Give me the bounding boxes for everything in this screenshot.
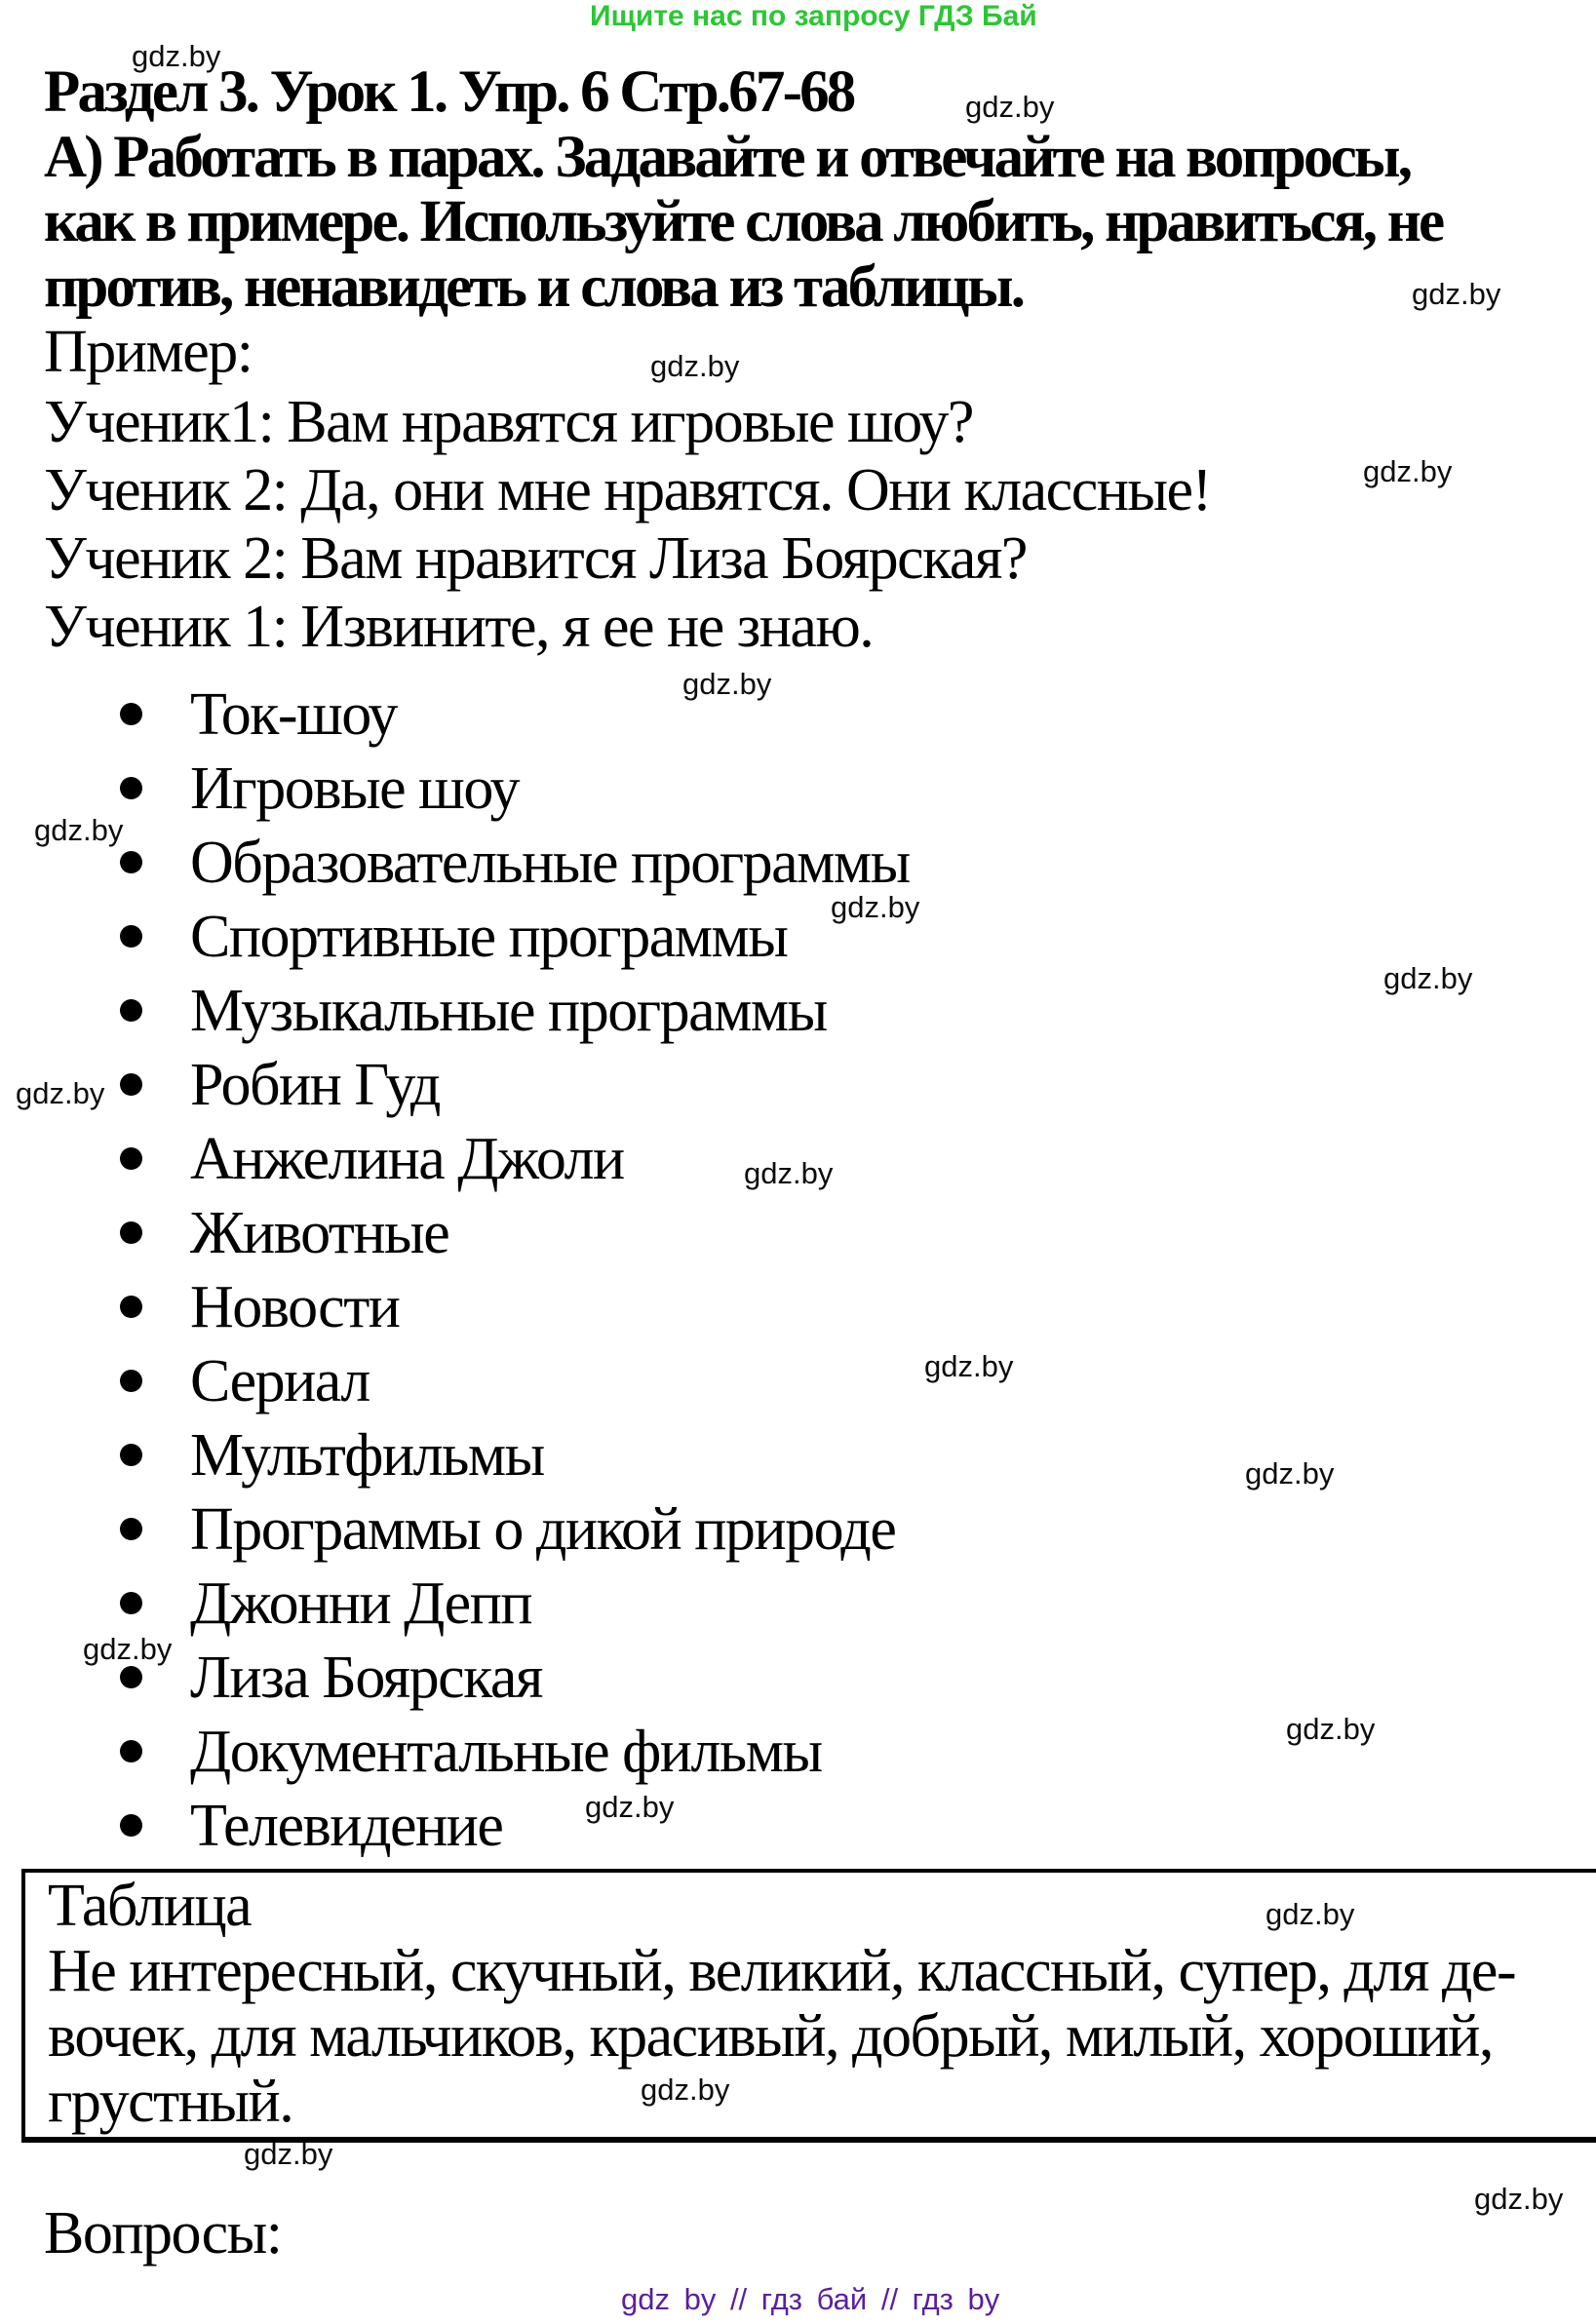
topic-item: Сериал bbox=[44, 1344, 910, 1418]
gdz-watermark: gdz.by bbox=[1474, 2182, 1564, 2216]
dialogue-line: Ученик 1: Извините, я ее не знаю. bbox=[44, 594, 875, 660]
topic-item: Музыкальные программы bbox=[44, 974, 910, 1048]
gdz-watermark: gdz.by bbox=[1265, 1897, 1355, 1931]
header-and-task-block: Раздел 3. Урок 1. Упр. 6 Стр.67-68 А) Ра… bbox=[44, 59, 1445, 385]
example-label: Пример: bbox=[44, 319, 253, 385]
task-paragraph: А) Работать в парах. Задавайте и отвечай… bbox=[44, 124, 1445, 321]
gdz-watermark: gdz.by bbox=[682, 667, 772, 701]
dialogue-line: Ученик 2: Вам нравится Лиза Боярская? bbox=[44, 525, 1028, 592]
table-box: Таблица Не интересный, скучный, великий,… bbox=[21, 1869, 1596, 2143]
topic-item: Спортивные программы bbox=[44, 900, 910, 974]
table-box-title: Таблица bbox=[48, 1873, 253, 1939]
task-line: против, ненавидеть и слова из таблицы. bbox=[44, 253, 1026, 320]
page-title: Раздел 3. Урок 1. Упр. 6 Стр.67-68 bbox=[44, 59, 856, 125]
table-box-line: Не интересный, скучный, великий, классны… bbox=[48, 1938, 1517, 2004]
topic-item: Джонни Депп bbox=[44, 1567, 910, 1641]
gdz-watermark: gdz.by bbox=[641, 2072, 730, 2107]
table-box-text: Не интересный, скучный, великий, классны… bbox=[48, 1939, 1596, 2135]
gdz-watermark: gdz.by bbox=[744, 1156, 834, 1190]
gdz-watermark: gdz.by bbox=[132, 39, 221, 73]
topic-item: Животные bbox=[44, 1196, 910, 1270]
gdz-watermark: gdz.by bbox=[244, 2137, 333, 2171]
topic-item: Образовательные программы bbox=[44, 826, 911, 900]
footer-links: gdz by // гдз бай // гдз by bbox=[621, 2282, 1000, 2316]
topic-item: Анжелина Джоли bbox=[44, 1122, 910, 1196]
gdz-watermark: gdz.by bbox=[924, 1349, 1014, 1383]
gdz-watermark: gdz.by bbox=[585, 1790, 675, 1824]
topic-item: Программы о дикой природе bbox=[44, 1492, 910, 1567]
promo-banner: Ищите нас по запросу ГДЗ Бай bbox=[590, 0, 1037, 32]
gdz-watermark: gdz.by bbox=[1286, 1712, 1376, 1746]
topic-item: Робин Гуд bbox=[44, 1048, 910, 1122]
gdz-watermark: gdz.by bbox=[34, 813, 124, 847]
topic-item: Документальные фильмы bbox=[44, 1715, 910, 1789]
topic-item: Ток-шоу bbox=[44, 678, 910, 752]
table-box-line: грустный. bbox=[48, 2069, 294, 2135]
example-dialogue: Ученик1: Вам нравятся игровые шоу? Ученик… bbox=[44, 388, 1212, 661]
table-box-line: вочек, для мальчиков, красивый, добрый, … bbox=[48, 2003, 1494, 2070]
task-line: как в примере. Используйте слова любить,… bbox=[44, 189, 1445, 254]
topics-list: Ток-шоу Игровые шоу Образовательные програ… bbox=[44, 678, 911, 1863]
topic-item: Лиза Боярская bbox=[44, 1641, 910, 1715]
gdz-watermark: gdz.by bbox=[965, 90, 1055, 124]
gdz-watermark: gdz.by bbox=[831, 890, 920, 924]
gdz-watermark: gdz.by bbox=[83, 1632, 173, 1666]
topic-item: Игровые шоу bbox=[44, 752, 910, 826]
task-line: А) Работать в парах. Задавайте и отвечай… bbox=[44, 124, 1413, 190]
topic-item: Мультфильмы bbox=[44, 1418, 910, 1492]
gdz-watermark: gdz.by bbox=[1412, 277, 1501, 311]
dialogue-line: Ученик1: Вам нравятся игровые шоу? bbox=[44, 389, 974, 455]
topic-item: Телевидение bbox=[44, 1789, 910, 1863]
dialogue-line: Ученик 2: Да, они мне нравятся. Они клас… bbox=[44, 457, 1212, 523]
gdz-watermark: gdz.by bbox=[1363, 454, 1453, 488]
gdz-watermark: gdz.by bbox=[16, 1076, 105, 1110]
gdz-watermark: gdz.by bbox=[1383, 961, 1473, 995]
topic-item: Новости bbox=[44, 1270, 910, 1344]
questions-label: Вопросы: bbox=[44, 2200, 283, 2266]
gdz-watermark: gdz.by bbox=[1245, 1456, 1335, 1491]
gdz-watermark: gdz.by bbox=[650, 349, 740, 383]
